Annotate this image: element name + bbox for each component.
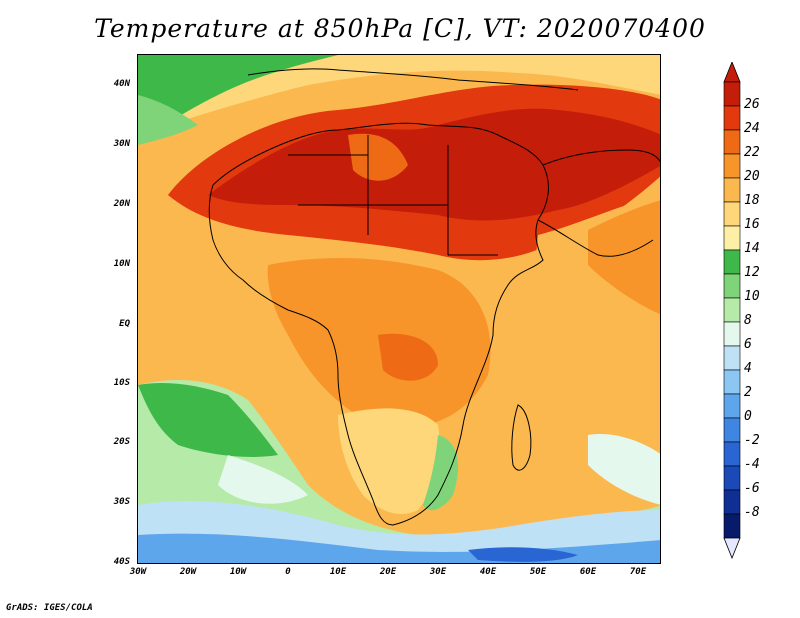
lat-tick-label: 10N (113, 259, 130, 269)
colorbar-swatch (723, 81, 741, 107)
colorbar-over-triangle (723, 62, 741, 83)
lat-tick-label: 40S (113, 557, 130, 567)
lat-tick-label: 30S (113, 497, 130, 507)
colorbar-swatch (723, 489, 741, 515)
colorbar-tick-label: 6 (744, 337, 752, 352)
field-sahara-orange-patch (348, 133, 408, 181)
colorbar-swatch (723, 297, 741, 323)
arabia-north (542, 149, 660, 166)
colorbar-swatch (723, 201, 741, 227)
colorbar-swatch (723, 177, 741, 203)
lon-tick-label: 10W (229, 567, 247, 577)
colorbar-tick-label: 16 (744, 217, 760, 232)
lat-tick-label: 20S (113, 437, 130, 447)
colorbar-tick-label: 8 (744, 313, 752, 328)
field-central-africa-orange (267, 258, 491, 428)
field-south-atlantic-pale (218, 455, 308, 504)
lon-tick-label: 10E (329, 567, 347, 577)
lat-tick-label: 30N (113, 139, 130, 149)
credit-text: GrADS: IGES/COLA (6, 603, 93, 613)
colorbar-tick-label: -2 (744, 433, 760, 448)
colorbar-swatch (723, 465, 741, 491)
colorbar-swatch (723, 153, 741, 179)
colorbar-tick-label: 24 (744, 121, 760, 136)
colorbar-tick-label: 14 (744, 241, 760, 256)
colorbar-tick-label: -8 (744, 505, 760, 520)
field-south-atlantic-green (138, 383, 278, 457)
madagascar (511, 404, 532, 471)
field-sahara-core (208, 108, 660, 221)
colorbar-swatch (723, 417, 741, 443)
colorbar-tick-label: 0 (744, 409, 752, 424)
colorbar-swatch (723, 105, 741, 131)
lat-tick-label: 20N (113, 199, 130, 209)
lon-tick-label: 20E (379, 567, 397, 577)
colorbar-swatch (723, 393, 741, 419)
lon-tick-label: 50E (529, 567, 547, 577)
colorbar-tick-label: 26 (744, 97, 760, 112)
colorbar-swatch (723, 249, 741, 275)
colorbar-tick-label: -4 (744, 457, 760, 472)
colorbar-under-triangle (723, 537, 741, 560)
colorbar-tick-label: 12 (744, 265, 760, 280)
field-north-mild (138, 55, 660, 135)
colorbar-swatch (723, 129, 741, 155)
africa-coast (208, 122, 549, 526)
colorbar-tick-label: 20 (744, 169, 760, 184)
colorbar-tick-label: 10 (744, 289, 760, 304)
chart-title: Temperature at 850hPa [C], VT: 202007040… (94, 14, 706, 43)
colorbar-tick-label: 4 (744, 361, 752, 376)
colorbar-tick-label: -6 (744, 481, 760, 496)
colorbar-tick-label: 2 (744, 385, 752, 400)
field-north-atlantic-green (138, 55, 338, 145)
lat-tick-label: 10S (113, 378, 130, 388)
coastlines (208, 68, 660, 526)
lon-tick-label: 30E (429, 567, 447, 577)
colorbar-swatch (723, 441, 741, 467)
arabia-south (537, 219, 654, 257)
mediterranean (247, 68, 579, 91)
field-atlantic-light-green (138, 95, 198, 145)
lon-tick-label: 0 (285, 567, 291, 577)
colorbar-swatch (723, 321, 741, 347)
colorbar-swatch (723, 225, 741, 251)
colorbar-swatch (723, 345, 741, 371)
lon-tick-label: 70E (629, 567, 647, 577)
lon-tick-label: 60E (579, 567, 597, 577)
colorbar-tick-label: 18 (744, 193, 760, 208)
lat-tick-label: EQ (119, 319, 130, 329)
lon-tick-label: 20W (179, 567, 197, 577)
colorbar-tick-label: 22 (744, 145, 760, 160)
borders (288, 135, 498, 256)
temperature-map (137, 54, 661, 564)
field-indian-cool (588, 434, 660, 505)
colorbar-swatch (723, 369, 741, 395)
field-mozambique-green (423, 435, 458, 511)
field-congo-hot (378, 333, 438, 381)
field-southern-africa (338, 408, 440, 515)
lon-tick-label: 40E (479, 567, 497, 577)
field-arabian-sea (588, 200, 660, 315)
field-southern-cold-core (468, 547, 578, 562)
lon-tick-label: 30W (129, 567, 147, 577)
map-canvas (138, 55, 660, 563)
lat-tick-label: 40N (113, 79, 130, 89)
colorbar-swatch (723, 513, 741, 539)
colorbar-swatch (723, 273, 741, 299)
colorbar (723, 62, 741, 560)
